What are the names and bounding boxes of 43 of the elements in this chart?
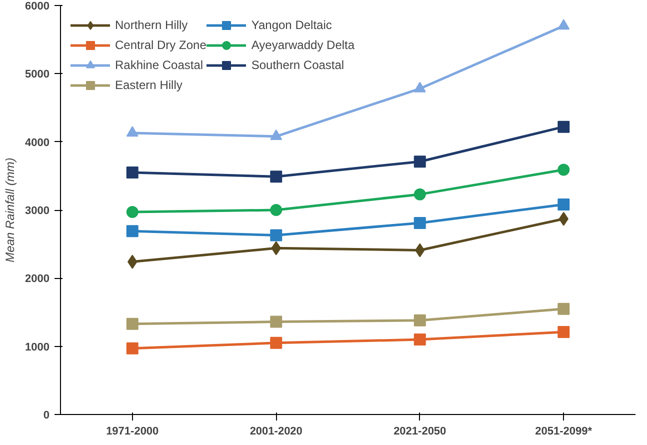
y-tick-label: 4000 — [25, 136, 50, 149]
x-tick-label: 2051-2099* — [535, 426, 593, 438]
y-tick-label: 6000 — [25, 0, 50, 12]
point — [126, 342, 138, 354]
x-tick-label: 1971-2000 — [106, 426, 159, 438]
point — [414, 314, 426, 326]
y-tick-label: 5000 — [25, 68, 50, 81]
point — [270, 130, 282, 140]
y-tick-label: 0 — [43, 410, 50, 422]
point — [126, 206, 138, 218]
point — [126, 166, 138, 179]
legend-label: Ayeyarwaddy Delta — [251, 38, 355, 52]
point — [558, 302, 570, 315]
legend-label: Rakhine Coastal — [115, 58, 204, 72]
point — [126, 225, 138, 238]
point — [414, 334, 426, 346]
point — [270, 336, 282, 349]
point — [270, 170, 282, 183]
y-axis-title: Mean Rainfall (mm) — [3, 158, 18, 262]
point — [270, 229, 282, 242]
x-tick-label: 2001-2020 — [250, 426, 302, 438]
x-tick-label: 2021-2050 — [394, 426, 446, 438]
legend-label: Northern Hilly — [115, 18, 188, 32]
point — [126, 126, 138, 137]
y-tick-label: 2000 — [25, 273, 50, 286]
legend-label: Central Dry Zone — [115, 38, 206, 52]
point — [558, 120, 570, 133]
legend-label: Eastern Hilly — [115, 78, 182, 92]
point — [270, 316, 282, 328]
point — [126, 318, 138, 330]
point — [558, 19, 570, 30]
legend-label: Southern Coastal — [251, 58, 344, 72]
point — [270, 204, 282, 216]
legend-label: Yangon Deltaic — [251, 18, 332, 32]
y-tick-label: 1000 — [25, 341, 50, 354]
point — [558, 164, 570, 176]
point — [414, 156, 426, 168]
y-tick-label: 3000 — [25, 205, 50, 217]
point — [414, 216, 426, 229]
point — [558, 326, 570, 338]
point — [558, 198, 570, 211]
point — [414, 82, 426, 92]
point — [414, 188, 426, 200]
